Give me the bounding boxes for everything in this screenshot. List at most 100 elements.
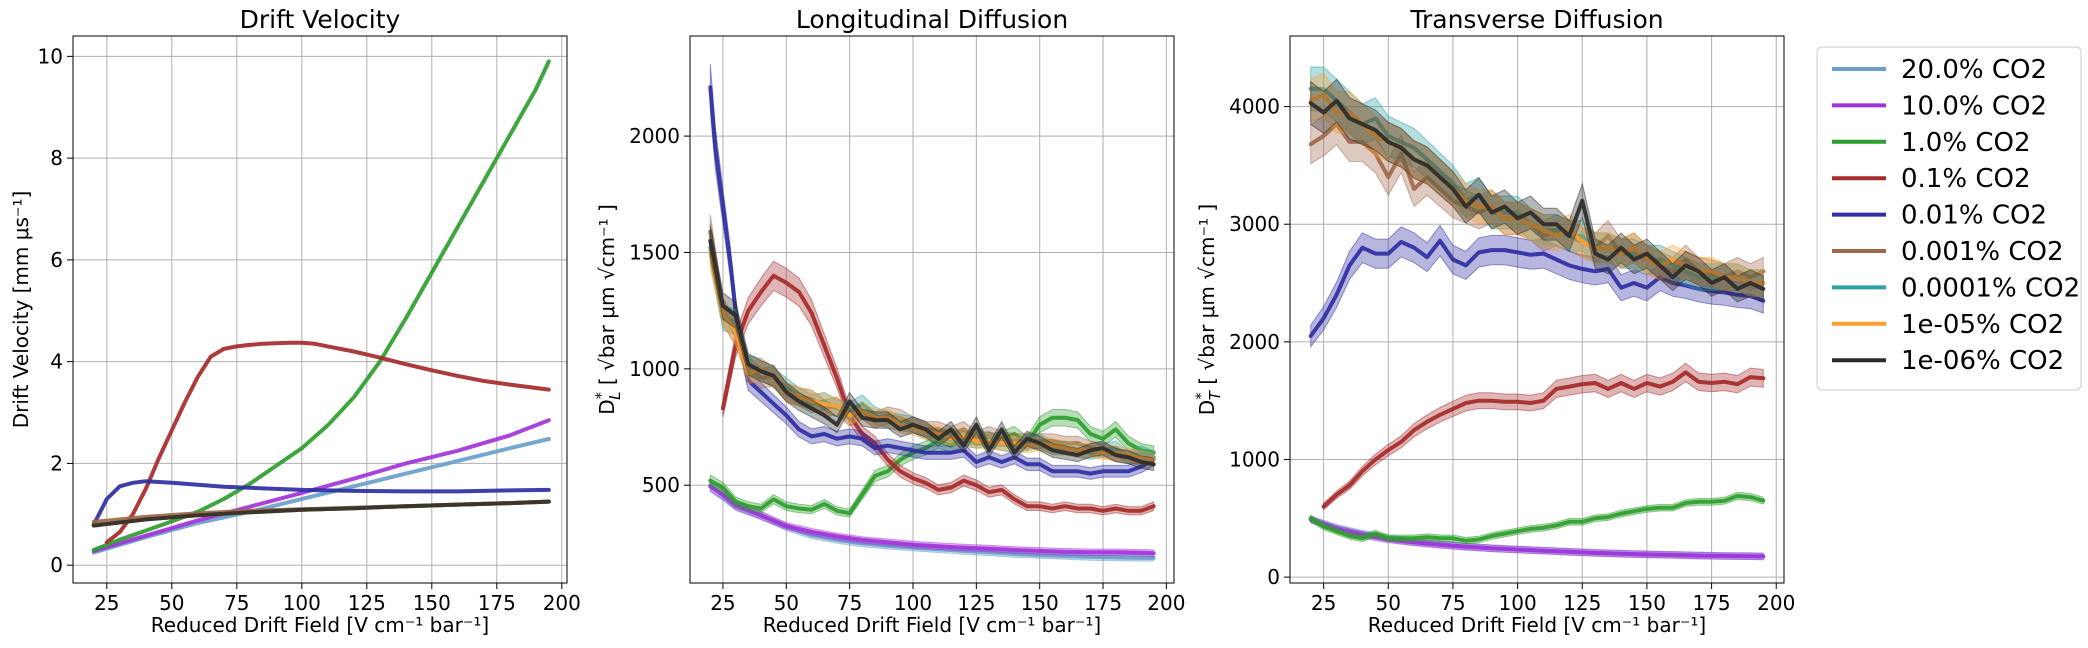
plot-area: [708, 64, 1156, 562]
y-tick-label: 2000: [629, 124, 680, 148]
chart-title: Transverse Diffusion: [1409, 5, 1663, 34]
x-tick-label: 75: [1440, 591, 1465, 615]
x-tick-label: 50: [159, 591, 184, 615]
plot-area: [1308, 66, 1766, 561]
y-axis-label: D*T [ √bar μm √cm⁻¹ ]: [1192, 204, 1224, 415]
y-axis-label-rest: [ √bar μm √cm⁻¹ ]: [1195, 204, 1219, 391]
series-band: [1310, 78, 1764, 303]
y-axis-label-sup: *: [1192, 392, 1210, 400]
plot-area: [91, 59, 551, 555]
x-tick-label: 125: [957, 591, 995, 615]
series-line: [708, 415, 1156, 516]
x-tick-label: 200: [1757, 591, 1795, 615]
x-tick-label: 200: [543, 591, 581, 615]
x-tick-label: 100: [283, 591, 321, 615]
series-line: [91, 59, 551, 552]
grid-lines: [690, 36, 1174, 583]
series-line: [91, 418, 551, 553]
tick-group: 25 50 75 100 125 150 175 200 500 1000 1500 2000: [629, 124, 1185, 615]
y-axis-label-sup: *: [592, 391, 610, 399]
x-tick-label: 125: [1563, 591, 1601, 615]
x-tick-label: 150: [1628, 591, 1666, 615]
series-line: [1308, 494, 1766, 543]
x-tick-label: 100: [894, 591, 932, 615]
y-tick-label: 1500: [629, 240, 680, 264]
y-tick-label: 8: [50, 146, 63, 170]
y-axis-label-sub: T: [1206, 389, 1224, 400]
chart-title: Drift Velocity: [240, 5, 401, 34]
chart-panel-3: 25 50 75 100 125 150 175 20001000200030004000Tr…: [1192, 5, 1795, 637]
x-tick-label: 50: [774, 591, 799, 615]
x-tick-label: 150: [413, 591, 451, 615]
legend: 20.0% CO2 10.0% CO2 1.0% CO2 0.1% CO2 0.01% …: [1816, 46, 2082, 391]
legend-label: 0.0001% CO2: [1901, 273, 2080, 303]
x-tick-label: 100: [1499, 591, 1537, 615]
series-band: [709, 224, 1155, 472]
y-tick-label: 4000: [1229, 95, 1280, 119]
x-axis-label: Reduced Drift Field [V cm⁻¹ bar⁻¹]: [763, 613, 1101, 637]
legend-label: 0.01% CO2: [1901, 201, 2047, 231]
series-band: [709, 480, 1155, 558]
legend-label: 20.0% CO2: [1901, 55, 2047, 85]
legend-label: 1e-05% CO2: [1901, 310, 2064, 340]
x-tick-label: 175: [1084, 591, 1122, 615]
legend-label: 1e-06% CO2: [1901, 346, 2064, 376]
y-axis-label-rest: [ √bar μm √cm⁻¹ ]: [595, 204, 619, 391]
chart-title: Longitudinal Diffusion: [796, 5, 1068, 34]
x-tick-label: 75: [224, 591, 249, 615]
grid-lines: [1290, 36, 1784, 583]
x-tick-label: 25: [1311, 591, 1336, 615]
series-band: [1323, 362, 1764, 511]
series-line: [1321, 370, 1766, 509]
y-axis-label-main: D: [595, 399, 619, 414]
y-tick-label: 2: [50, 451, 63, 475]
y-tick-label: 2000: [1229, 330, 1280, 354]
y-axis-label-main: D: [1195, 400, 1219, 415]
series-line: [1308, 98, 1766, 291]
legend-box: [1816, 46, 2082, 391]
y-tick-label: 6: [50, 248, 63, 272]
tick-group: 25 50 75 100 125 150 175 200 0 2 4 6 8 10: [38, 44, 581, 615]
y-axis-label-sub: L: [606, 392, 624, 400]
legend-label: 0.1% CO2: [1901, 164, 2030, 194]
x-tick-label: 125: [348, 591, 386, 615]
y-tick-label: 0: [1267, 565, 1280, 589]
y-tick-label: 10: [38, 44, 63, 68]
legend-label: 1.0% CO2: [1901, 128, 2030, 158]
y-tick-label: 4: [50, 350, 63, 374]
x-tick-label: 175: [478, 591, 516, 615]
chart-panel-1: 25 50 75 100 125 150 175 200 0 2 4 6 8 10 Drift Veloci…: [9, 5, 581, 637]
x-tick-label: 200: [1147, 591, 1185, 615]
y-tick-label: 1000: [629, 357, 680, 381]
series-line: [720, 273, 1156, 513]
x-tick-label: 50: [1376, 591, 1401, 615]
x-tick-label: 175: [1692, 591, 1730, 615]
y-tick-label: 3000: [1229, 212, 1280, 236]
y-tick-label: 500: [642, 473, 680, 497]
x-tick-label: 150: [1021, 591, 1059, 615]
series-line: [1308, 122, 1766, 280]
y-axis-label: Drift Velocity [mm μs⁻¹]: [9, 191, 33, 429]
series-line: [91, 479, 551, 527]
x-tick-label: 25: [710, 591, 735, 615]
axes-frame: [689, 35, 1175, 584]
y-tick-label: 1000: [1229, 447, 1280, 471]
axes-frame: [1289, 35, 1785, 584]
series-line: [708, 85, 1156, 476]
series-line: [91, 499, 551, 528]
axes-frame: [72, 35, 568, 584]
legend-label: 10.0% CO2: [1901, 91, 2047, 121]
y-tick-label: 0: [50, 553, 63, 577]
chart-panel-2: 25 50 75 100 125 150 175 200 500 1000 1500 2000 Long…: [592, 5, 1185, 637]
x-axis-label: Reduced Drift Field [V cm⁻¹ bar⁻¹]: [151, 613, 489, 637]
legend-label: 0.001% CO2: [1901, 237, 2064, 267]
x-tick-label: 25: [94, 591, 119, 615]
y-axis-label: D*L [ √bar μm √cm⁻¹ ]: [592, 204, 624, 415]
x-axis-label: Reduced Drift Field [V cm⁻¹ bar⁻¹]: [1368, 613, 1706, 637]
series-line: [708, 484, 1156, 556]
series-line: [708, 238, 1156, 467]
x-tick-label: 75: [837, 591, 862, 615]
series-line: [104, 340, 551, 545]
